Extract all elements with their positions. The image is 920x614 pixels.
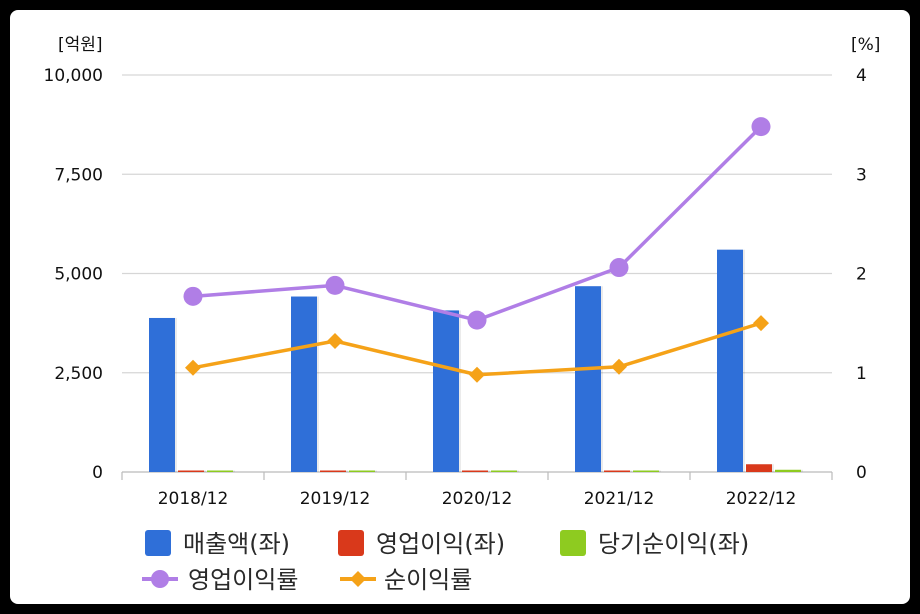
legend-label: 매출액(좌)	[183, 530, 290, 558]
bar	[349, 470, 375, 472]
line-point	[753, 315, 769, 332]
bar	[633, 470, 659, 472]
bar	[604, 470, 630, 472]
bar	[433, 310, 459, 472]
line-point	[325, 275, 345, 295]
line-point	[751, 117, 771, 137]
bar	[462, 470, 488, 472]
x-tick-label: 2022/12	[726, 489, 797, 509]
x-tick-label: 2018/12	[158, 489, 229, 509]
line-point	[611, 358, 627, 375]
legend-label: 영업이익(좌)	[376, 530, 505, 558]
bar	[320, 470, 346, 472]
right-tick-label: 0	[856, 463, 867, 483]
bar	[178, 470, 204, 472]
line-point	[469, 366, 485, 383]
bar	[717, 249, 743, 472]
bar	[746, 464, 772, 472]
line-point	[185, 359, 201, 376]
right-tick-label: 3	[856, 165, 867, 185]
watermark: 부자의 책장	[816, 571, 894, 589]
legend-marker	[350, 571, 366, 587]
bar	[491, 470, 517, 472]
bar	[149, 317, 175, 472]
left-tick-label: 0	[92, 463, 103, 483]
x-tick-label: 2019/12	[300, 489, 371, 509]
right-tick-label: 1	[856, 364, 867, 384]
series-line	[192, 125, 763, 322]
bar	[291, 296, 317, 472]
line-point	[467, 310, 487, 330]
line-point	[183, 286, 203, 306]
right-tick-label: 2	[856, 265, 867, 285]
x-tick-label: 2021/12	[584, 489, 655, 509]
legend-label: 순이익률	[384, 566, 472, 594]
bar	[575, 286, 601, 472]
legend-label: 영업이익률	[188, 566, 298, 594]
right-axis-unit: [%]	[851, 35, 880, 55]
left-axis-unit: [억원]	[58, 35, 103, 55]
bar	[775, 469, 801, 472]
line-point	[609, 258, 629, 278]
left-tick-label: 7,500	[54, 165, 103, 185]
left-tick-label: 10,000	[44, 66, 103, 86]
legend-swatch	[560, 530, 586, 556]
chart-panel	[10, 10, 910, 604]
legend-swatch	[338, 530, 364, 556]
line-point	[327, 332, 343, 349]
legend-marker	[151, 570, 169, 588]
bar	[207, 470, 233, 472]
left-tick-label: 2,500	[54, 364, 103, 384]
legend-label: 당기순이익(좌)	[598, 530, 749, 558]
legend-swatch	[145, 530, 171, 556]
x-tick-label: 2020/12	[442, 489, 513, 509]
right-tick-label: 4	[856, 66, 867, 86]
left-tick-label: 5,000	[54, 265, 103, 285]
